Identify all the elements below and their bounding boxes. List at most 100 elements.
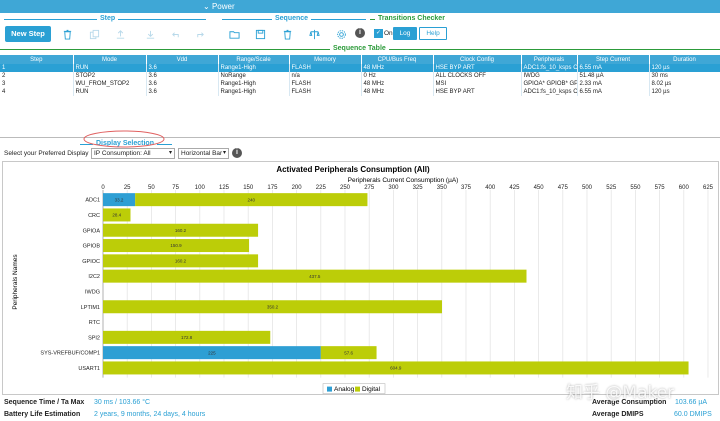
watermark: 知乎 @Maker [566, 383, 675, 403]
column-header[interactable]: Range/Scale [218, 55, 290, 64]
category-label: GPIOC [82, 259, 100, 265]
table-header-row: Step Mode Vdd Range/Scale Memory CPU/Bus… [0, 55, 720, 64]
table-cell: 51.48 µA [577, 72, 650, 80]
x-tick-label: 425 [509, 185, 520, 191]
table-cell: 48 MHz [361, 64, 434, 72]
table-cell: 2.33 mA [577, 80, 650, 88]
table-row[interactable]: 3 WU_FROM_STOP2 3.6 Range1-High FLASH 48… [0, 80, 720, 88]
table-cell: MSI [433, 80, 522, 88]
transitions-on-checkbox[interactable]: ✓ [374, 29, 383, 38]
bar-digital[interactable] [103, 254, 259, 268]
power-header[interactable]: ⌄ Power [0, 0, 720, 13]
display-prompt: Select your Preferred Display [4, 150, 89, 157]
table-row[interactable]: 1 RUN 3.6 Range1-High FLASH 48 MHz HSE B… [0, 64, 720, 72]
x-tick-label: 500 [582, 185, 593, 191]
bar-analog[interactable] [103, 346, 321, 360]
redo-icon[interactable] [193, 27, 207, 41]
category-label: USART1 [78, 366, 100, 372]
settings-icon[interactable] [334, 27, 348, 41]
table-cell: ALL CLOCKS OFF [433, 72, 522, 80]
table-row[interactable]: 4 RUN 3.6 Range1-High FLASH 48 MHz HSE B… [0, 88, 720, 96]
bar-digital[interactable] [103, 223, 259, 237]
bar-value-label: 150.9 [170, 243, 182, 248]
clear-sequence-icon[interactable] [280, 27, 294, 41]
table-cell: 3.6 [146, 64, 219, 72]
sequence-table: Step Mode Vdd Range/Scale Memory CPU/Bus… [0, 55, 720, 96]
compare-icon[interactable] [307, 27, 321, 41]
table-cell: 8.02 µs [649, 80, 720, 88]
orientation-select[interactable]: Horizontal Bar ▾ [178, 148, 229, 159]
bar-digital[interactable] [320, 346, 377, 360]
column-header[interactable]: Memory [289, 55, 362, 64]
open-folder-icon[interactable] [227, 27, 241, 41]
bar-value-label: 33.2 [115, 197, 124, 202]
bar-digital[interactable] [135, 193, 368, 207]
table-cell: FLASH [289, 64, 362, 72]
display-info-icon[interactable]: i [232, 148, 242, 158]
help-button[interactable]: Help [419, 27, 447, 40]
column-header[interactable]: CPU/Bus Freq [361, 55, 434, 64]
table-cell: Range1-High [218, 64, 290, 72]
save-icon[interactable] [253, 27, 267, 41]
table-cell: WU_FROM_STOP2 [73, 80, 147, 88]
x-tick-label: 200 [292, 185, 303, 191]
column-header[interactable]: Clock Config [433, 55, 522, 64]
table-cell: 48 MHz [361, 80, 434, 88]
undo-icon[interactable] [168, 27, 182, 41]
table-cell: n/a [289, 72, 362, 80]
column-header[interactable]: Step Current [577, 55, 650, 64]
bar-digital[interactable] [103, 330, 271, 344]
table-cell: 48 MHz [361, 88, 434, 96]
table-cell: 6.55 mA [577, 64, 650, 72]
table-cell: HSE BYP ART [433, 88, 522, 96]
battery-life-label: Battery Life Estimation [4, 411, 81, 418]
x-tick-label: 150 [243, 185, 254, 191]
legend-swatch [355, 386, 360, 392]
bar-digital[interactable] [103, 239, 250, 253]
duplicate-step-icon[interactable] [87, 27, 101, 41]
bar-value-label: 437.5 [309, 274, 321, 279]
column-header[interactable]: Peripherals [521, 55, 578, 64]
chart-panel: Activated Peripherals Consumption (All) … [2, 161, 719, 395]
bar-digital[interactable] [103, 208, 131, 222]
category-label: I2C2 [88, 274, 100, 280]
bar-value-label: 57.6 [344, 350, 353, 355]
move-up-icon[interactable] [113, 27, 127, 41]
table-cell: 4 [0, 88, 74, 96]
bar-digital[interactable] [103, 361, 689, 375]
sequence-table-label: Sequence Table [330, 45, 389, 53]
chart-x-axis-label: Peripherals Current Consumption (µA) [348, 177, 459, 184]
new-step-button[interactable]: New Step [5, 26, 51, 42]
table-cell: Range1-High [218, 88, 290, 96]
category-label: CRC [88, 213, 100, 219]
bar-analog[interactable] [103, 193, 136, 207]
category-label: IWDG [85, 289, 100, 295]
consumption-select[interactable]: IP Consumption: All ▾ [91, 148, 175, 159]
log-button[interactable]: Log [393, 27, 417, 40]
table-cell: RUN [73, 64, 147, 72]
x-tick-label: 175 [267, 185, 278, 191]
category-label: SPI2 [88, 335, 100, 341]
info-icon[interactable]: i [355, 28, 365, 38]
table-cell: ADC1:fs_10_ksps CR... [521, 64, 578, 72]
table-cell: IWDG [521, 72, 578, 80]
sequence-group-label: Sequence [272, 15, 312, 23]
table-cell: 0 Hz [361, 72, 434, 80]
x-tick-label: 550 [630, 185, 641, 191]
bar-value-label: 604.9 [390, 366, 402, 371]
category-label: RTC [89, 320, 100, 326]
bar-digital[interactable] [103, 300, 442, 314]
x-tick-label: 400 [485, 185, 496, 191]
move-down-icon[interactable] [143, 27, 157, 41]
table-cell: FLASH [289, 88, 362, 96]
column-header[interactable]: Mode [73, 55, 147, 64]
delete-step-icon[interactable] [60, 27, 74, 41]
column-header[interactable]: Duration [649, 55, 720, 64]
category-label: GPIOA [83, 228, 101, 234]
x-tick-label: 350 [437, 185, 448, 191]
table-row[interactable]: 2 STOP2 3.6 NoRange n/a 0 Hz ALL CLOCKS … [0, 72, 720, 80]
x-tick-label: 100 [195, 185, 206, 191]
column-header[interactable]: Vdd [146, 55, 219, 64]
column-header[interactable]: Step [0, 55, 74, 64]
bar-digital[interactable] [103, 269, 527, 283]
